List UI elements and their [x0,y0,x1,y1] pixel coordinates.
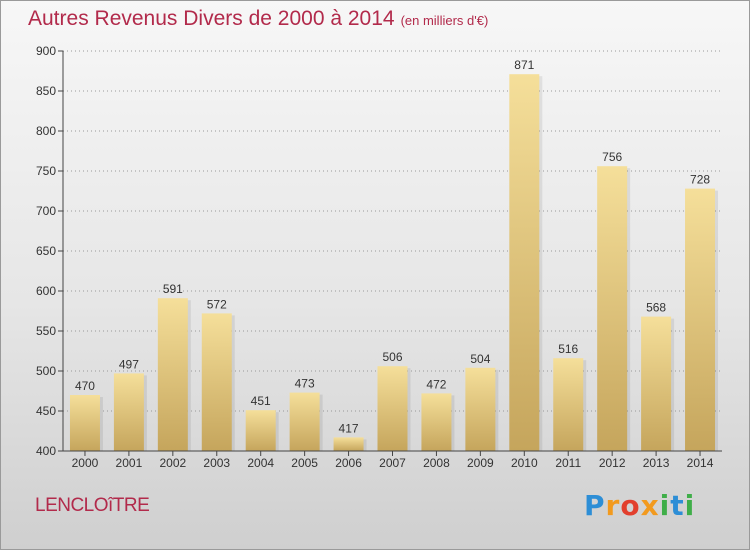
data-label: 417 [339,421,359,435]
y-tick-label: 900 [36,44,56,58]
data-label: 871 [514,58,534,72]
commune-name: LENCLOîTRE [35,495,150,516]
x-tick-label: 2003 [203,456,230,470]
data-label: 756 [602,150,622,164]
y-tick-label: 700 [36,204,56,218]
bar [465,367,496,451]
x-tick-label: 2007 [379,456,406,470]
bar [289,392,320,451]
data-label: 572 [207,297,227,311]
chart-subtitle: (en milliers d'€) [400,13,489,28]
chart-title-text: Autres Revenus Divers de 2000 à 2014 [28,7,395,30]
data-label: 497 [119,357,139,371]
bar [685,188,716,451]
data-label: 506 [382,350,402,364]
data-label: 728 [690,173,710,187]
bar [597,166,628,451]
x-tick-label: 2001 [116,456,143,470]
data-label: 591 [163,282,183,296]
x-tick-label: 2000 [72,456,99,470]
bar-layer [69,74,719,451]
x-tick-label: 2008 [423,456,450,470]
bar [245,410,276,451]
logo-letter: o [620,489,641,522]
bar [509,74,540,451]
bar [157,298,188,451]
y-tick-label: 400 [36,444,56,458]
y-tick-label: 600 [36,284,56,298]
data-label: 470 [75,379,95,393]
x-tick-label: 2004 [247,456,274,470]
axis-layer [58,50,722,456]
x-tick-label: 2005 [291,456,318,470]
bar [553,358,584,451]
logo-letter: i [684,489,696,522]
y-tick-label: 750 [36,164,56,178]
data-label: 451 [251,394,271,408]
logo-letter: r [605,489,621,522]
data-label: 516 [558,342,578,356]
y-tick-label: 650 [36,244,56,258]
x-tick-label: 2011 [555,456,581,470]
bar [69,395,100,451]
data-label: 472 [426,377,446,391]
bar [201,313,232,451]
y-tick-label: 450 [36,404,56,418]
bar [377,366,408,451]
y-tick-label: 800 [36,124,56,138]
chart-title: Autres Revenus Divers de 2000 à 2014 (en … [28,7,488,31]
x-tick-label: 2009 [467,456,494,470]
y-tick-label: 850 [36,84,56,98]
bar [421,393,452,451]
logo-letter: t [670,489,685,522]
label-layer: 400 450 500 550 600 650 700 750 800 850 900 470 2000… [36,44,714,470]
bar [113,373,144,451]
y-tick-label: 550 [36,324,56,338]
bar [333,437,364,451]
x-tick-label: 2002 [159,456,186,470]
bar [641,316,672,451]
x-tick-label: 2012 [599,456,626,470]
logo-letter: i [659,489,671,522]
x-tick-label: 2013 [643,456,670,470]
logo-letter: P [584,489,606,522]
x-tick-label: 2010 [511,456,538,470]
x-tick-label: 2006 [335,456,362,470]
logo-letter: x [640,489,660,522]
data-label: 473 [295,377,315,391]
data-label: 568 [646,301,666,315]
y-tick-label: 500 [36,364,56,378]
x-tick-label: 2014 [687,456,714,470]
data-label: 504 [470,352,490,366]
proxiti-logo[interactable]: Proxiti [584,489,695,522]
